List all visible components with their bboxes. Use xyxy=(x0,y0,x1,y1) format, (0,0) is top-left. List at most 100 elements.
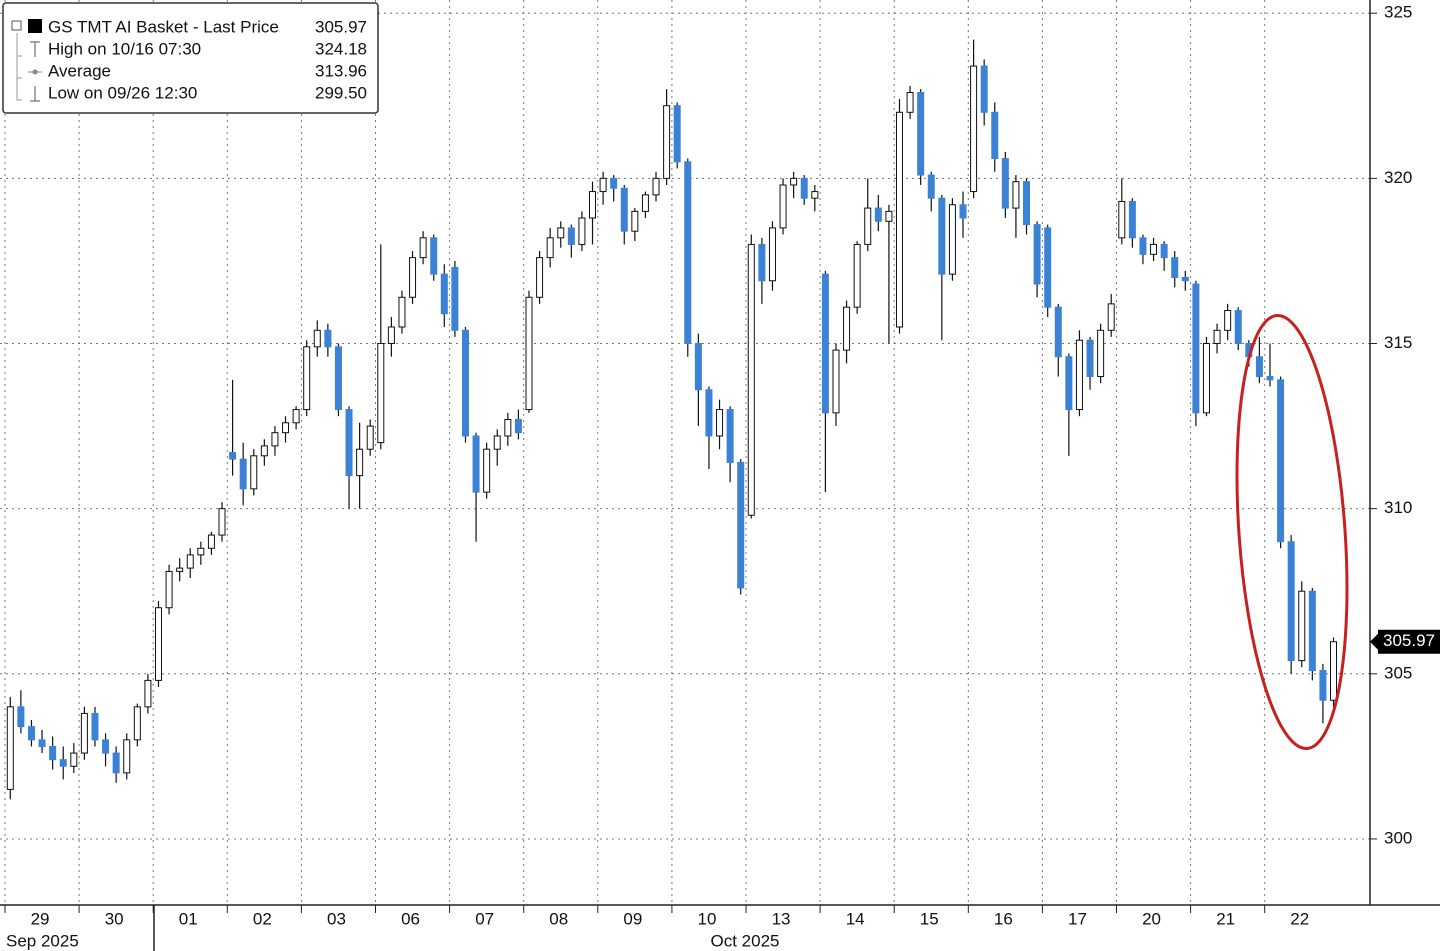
candle-body xyxy=(1330,641,1338,701)
candle-body xyxy=(917,91,925,176)
candle-body xyxy=(27,726,35,741)
legend-tree xyxy=(16,33,22,101)
candle-body xyxy=(430,237,438,275)
candle-body xyxy=(387,326,395,345)
candle-body xyxy=(1319,669,1327,701)
legend-low-icon xyxy=(30,86,40,102)
x-tick-label: 01 xyxy=(179,909,198,928)
candle-body xyxy=(493,435,501,450)
candle-body xyxy=(377,343,385,444)
candle-body xyxy=(768,227,776,282)
y-tick-label: 300 xyxy=(1384,828,1412,847)
candle-body xyxy=(239,458,247,490)
candle-body xyxy=(1213,329,1221,345)
x-tick-label: 13 xyxy=(772,909,791,928)
candle-body xyxy=(472,435,480,493)
y-tick-label: 315 xyxy=(1384,333,1412,352)
candle-body xyxy=(1202,343,1210,414)
candle-body xyxy=(80,712,88,754)
candle-body xyxy=(1150,243,1158,255)
candle-body xyxy=(779,184,787,229)
candle-body xyxy=(874,207,882,222)
x-tick-label: 16 xyxy=(994,909,1013,928)
month-label: Oct 2025 xyxy=(711,931,780,950)
candle-body xyxy=(123,739,131,774)
legend-low-label: Low on 09/26 12:30 xyxy=(48,83,197,102)
candle-body xyxy=(864,207,872,245)
candle-body xyxy=(1065,356,1073,411)
candle-body xyxy=(356,448,364,477)
candle-body xyxy=(334,346,342,411)
legend-avg: 313.96 xyxy=(315,61,367,80)
candle-body xyxy=(6,706,14,790)
candle-body xyxy=(694,343,702,391)
candle-body xyxy=(991,111,999,160)
candle-body xyxy=(1287,541,1295,662)
candle-body xyxy=(536,257,544,298)
candle-body xyxy=(112,752,120,774)
x-tick-label: 08 xyxy=(549,909,568,928)
candle-body xyxy=(737,461,745,589)
candle-body xyxy=(17,706,25,728)
legend-high: 324.18 xyxy=(315,39,367,58)
candle-body xyxy=(260,445,268,457)
candle-body xyxy=(684,161,692,345)
candle-body xyxy=(229,452,237,460)
candle-body xyxy=(49,745,57,761)
candle-body xyxy=(758,243,766,282)
candle-body xyxy=(165,570,173,609)
x-tick-label: 07 xyxy=(475,909,494,928)
candle-body xyxy=(800,177,808,199)
candle-body xyxy=(811,191,819,199)
candle-body xyxy=(1097,329,1105,378)
candle-body xyxy=(409,257,417,298)
candle-body xyxy=(557,227,565,239)
candle-body xyxy=(959,204,967,219)
candle-body xyxy=(1266,376,1274,381)
x-tick-label: 10 xyxy=(697,909,716,928)
candle-body xyxy=(948,204,956,275)
candle-body xyxy=(546,237,554,259)
candle-body xyxy=(366,425,374,450)
candle-body xyxy=(885,210,893,222)
candle-body xyxy=(705,389,713,437)
candle-body xyxy=(250,455,258,490)
candle-body xyxy=(1023,181,1031,226)
candle-body xyxy=(599,177,607,193)
legend-last: 305.97 xyxy=(315,17,367,36)
candle-body xyxy=(790,177,798,186)
candle-body xyxy=(980,65,988,113)
candle-body xyxy=(197,547,205,556)
y-tick-label: 320 xyxy=(1384,168,1412,187)
candle-body xyxy=(578,217,586,245)
candle-body xyxy=(663,105,671,179)
candle-body xyxy=(906,91,914,113)
legend: GS TMT AI Basket - Last Price 305.97 Hig… xyxy=(2,2,379,114)
x-tick-label: 14 xyxy=(846,909,865,928)
candle-body xyxy=(726,409,734,463)
candle-body xyxy=(504,418,512,437)
last-price-pointer xyxy=(1370,633,1378,650)
last-price-label: 305.97 xyxy=(1383,631,1435,650)
candle-body xyxy=(525,296,533,411)
candle-body xyxy=(641,194,649,212)
candle-body xyxy=(1224,309,1232,331)
candle-body xyxy=(461,329,469,437)
candles xyxy=(6,39,1338,800)
candle-body xyxy=(451,267,459,331)
candle-body xyxy=(747,243,755,516)
candle-body xyxy=(1012,181,1020,209)
candle-body xyxy=(1255,356,1263,378)
candle-body xyxy=(398,296,406,328)
candle-body xyxy=(843,306,851,351)
candle-body xyxy=(1075,339,1083,411)
y-tick-label: 310 xyxy=(1384,498,1412,517)
candle-body xyxy=(716,409,724,437)
candle-body xyxy=(514,418,522,434)
candle-body xyxy=(324,329,332,348)
candle-body xyxy=(313,329,321,348)
candle-body xyxy=(938,197,946,275)
candle-body xyxy=(1192,283,1200,414)
candle-body xyxy=(102,739,110,754)
